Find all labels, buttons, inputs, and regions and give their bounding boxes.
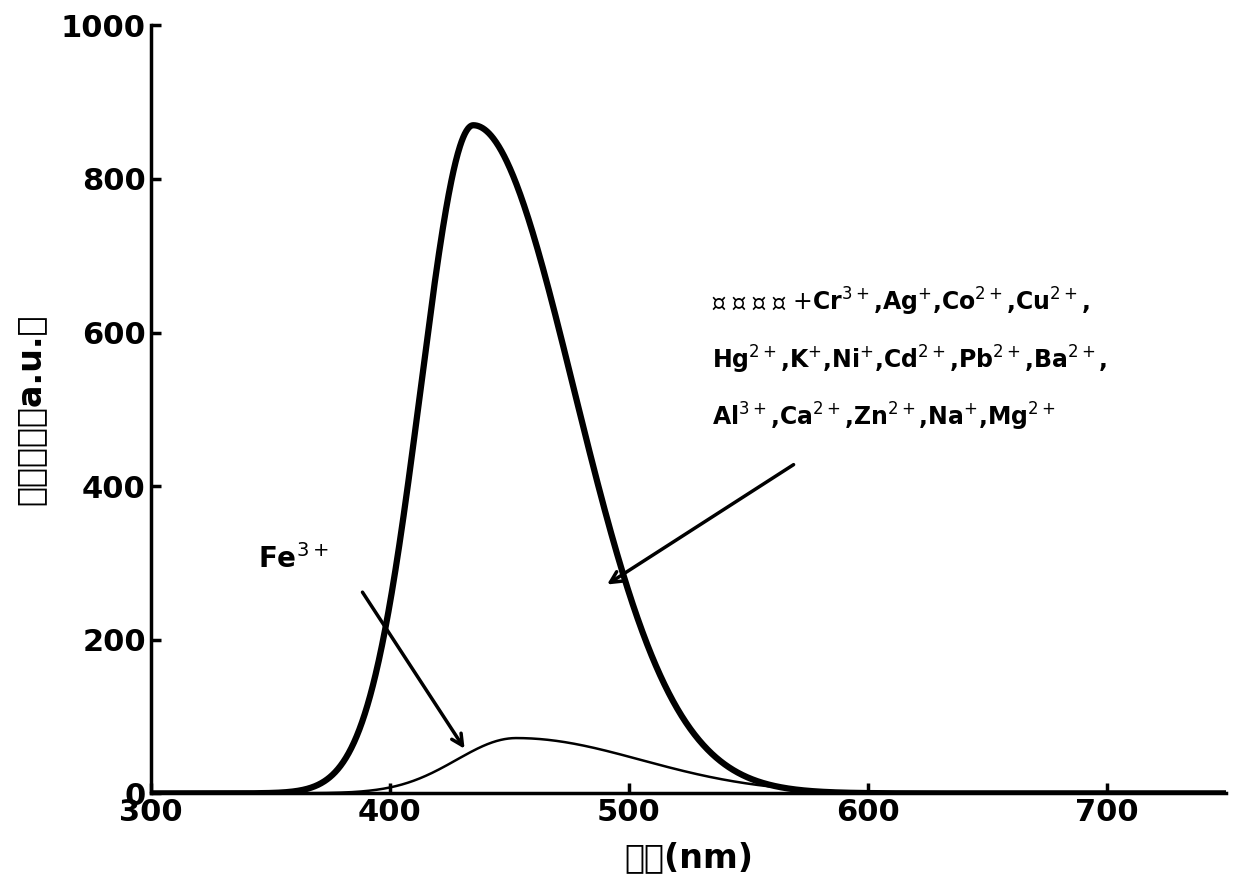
Text: Fe$^{3+}$: Fe$^{3+}$ bbox=[258, 544, 329, 574]
Y-axis label: 荧光强度（a.u.）: 荧光强度（a.u.） bbox=[14, 313, 47, 505]
X-axis label: 波长(nm): 波长(nm) bbox=[624, 841, 753, 874]
Text: Hg$^{2+}$,K$^{+}$,Ni$^{+}$,Cd$^{2+}$,Pb$^{2+}$,Ba$^{2+}$,: Hg$^{2+}$,K$^{+}$,Ni$^{+}$,Cd$^{2+}$,Pb$… bbox=[712, 344, 1107, 376]
Text: Al$^{3+}$,Ca$^{2+}$,Zn$^{2+}$,Na$^{+}$,Mg$^{2+}$: Al$^{3+}$,Ca$^{2+}$,Zn$^{2+}$,Na$^{+}$,M… bbox=[712, 401, 1056, 433]
Text: 荧 光 探 针 $+$Cr$^{3+}$,Ag$^{+}$,Co$^{2+}$,Cu$^{2+}$,: 荧 光 探 针 $+$Cr$^{3+}$,Ag$^{+}$,Co$^{2+}$,… bbox=[712, 286, 1090, 318]
